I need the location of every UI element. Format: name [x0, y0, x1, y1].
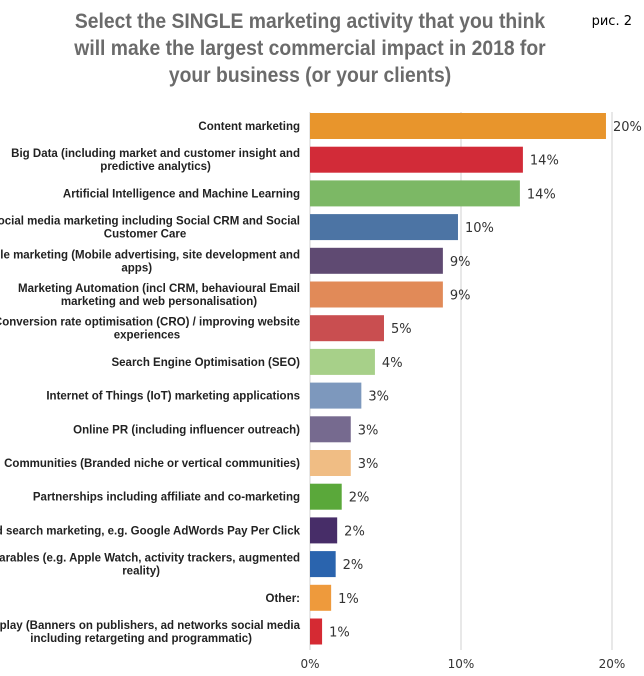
category-label: Display (Banners on publishers, ad netwo… — [0, 620, 301, 645]
category-label: Content marketing — [198, 121, 300, 133]
bar — [310, 416, 351, 443]
category-label: Social media marketing including Social … — [0, 216, 300, 241]
bar — [310, 146, 523, 173]
category-label: Search Engine Optimisation (SEO) — [111, 357, 300, 369]
data-label: 4% — [382, 356, 403, 371]
category-label: Marketing Automation (incl CRM, behaviou… — [18, 283, 300, 308]
category-label: Big Data (including market and customer … — [11, 148, 300, 173]
category-label: Wearables (e.g. Apple Watch, activity tr… — [0, 553, 300, 578]
category-label: Artificial Intelligence and Machine Lear… — [63, 188, 300, 200]
data-label: 1% — [338, 592, 359, 607]
x-tick-label: 0% — [300, 657, 319, 671]
category-label: Conversion rate optimisation (CRO) / imp… — [0, 317, 300, 342]
data-label: 1% — [329, 626, 350, 641]
category-label: Paid search marketing, e.g. Google AdWor… — [0, 525, 301, 537]
bar — [310, 382, 362, 409]
bar — [310, 180, 520, 207]
data-label: 3% — [358, 423, 379, 438]
bar — [310, 618, 323, 645]
category-label: Online PR (including influencer outreach… — [73, 424, 300, 436]
data-label: 14% — [527, 187, 556, 202]
bar — [310, 281, 443, 308]
data-label: 3% — [358, 457, 379, 472]
bar — [310, 584, 332, 611]
data-label: 10% — [465, 221, 494, 236]
figure-label: рис. 2 — [591, 14, 632, 29]
category-label: Mobile marketing (Mobile advertising, si… — [0, 249, 300, 274]
x-tick-label: 10% — [448, 657, 475, 671]
data-label: 9% — [450, 289, 471, 304]
category-label: Other: — [266, 593, 301, 605]
data-label: 5% — [391, 322, 412, 337]
bar — [310, 483, 342, 510]
bar — [310, 517, 338, 544]
category-label: Partnerships including affiliate and co-… — [33, 492, 300, 504]
data-label: 3% — [368, 390, 389, 405]
x-tick-label: 20% — [599, 657, 626, 671]
bar — [310, 315, 384, 342]
bar — [310, 214, 458, 241]
data-label: 14% — [530, 154, 559, 169]
bar — [310, 450, 351, 476]
data-label: 2% — [343, 558, 364, 573]
bar — [310, 113, 606, 139]
category-label: Communities (Branded niche or vertical c… — [4, 458, 300, 470]
bar — [310, 551, 336, 578]
category-label: Internet of Things (IoT) marketing appli… — [46, 391, 300, 403]
data-label: 2% — [344, 524, 365, 539]
data-label: 2% — [349, 491, 370, 506]
data-label: 20% — [613, 120, 642, 135]
chart-title: Select the SINGLE marketing activity tha… — [74, 10, 546, 87]
bar — [310, 247, 443, 274]
data-label: 9% — [450, 255, 471, 270]
bar — [310, 348, 375, 375]
